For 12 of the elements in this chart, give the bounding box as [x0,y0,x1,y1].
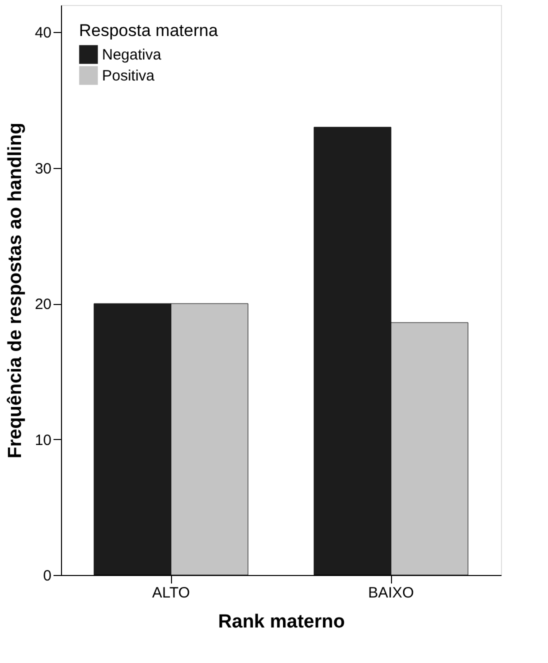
y-axis-title: Frequência de respostas ao handling [4,122,26,458]
legend-label: Positiva [102,68,156,84]
y-tick-label: 30 [34,160,52,178]
legend-label: Negativa [102,46,162,64]
legend-title: Resposta materna [79,21,218,40]
y-tick-label: 10 [34,432,52,449]
y-tick-label: 40 [34,24,52,42]
x-tick-label: ALTO [152,584,190,602]
y-tick-label: 20 [34,296,52,314]
y-tick-label: 0 [43,568,52,584]
x-axis-title: Rank materno [218,612,345,632]
x-tick-label: BAIXO [368,584,414,602]
